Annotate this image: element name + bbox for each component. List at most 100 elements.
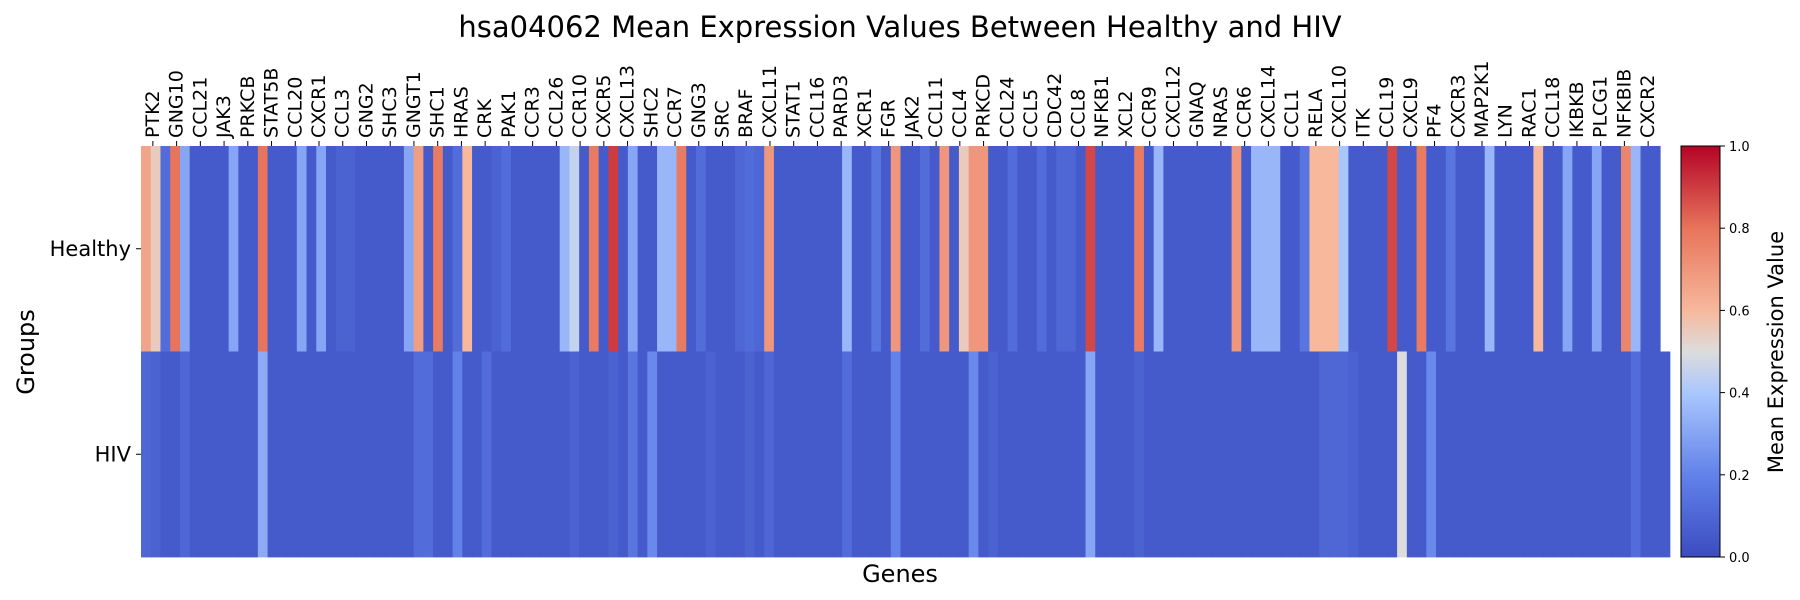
heatmap-cell (413, 146, 424, 352)
heatmap-cell (1630, 351, 1642, 558)
heatmap-cell (442, 351, 454, 558)
gene-label: CCR10 (569, 74, 591, 138)
heatmap-cell (851, 146, 863, 352)
heatmap-cell (1153, 146, 1165, 352)
gene-label: GNG2 (355, 82, 377, 138)
heatmap-cell (861, 146, 872, 352)
heatmap-cell (1533, 351, 1544, 558)
gene-label: PRKCB (237, 76, 259, 138)
heatmap-cell (1338, 146, 1350, 352)
heatmap-cell (1066, 351, 1077, 558)
heatmap-cell (783, 146, 794, 352)
heatmap-cell (1027, 351, 1038, 558)
heatmap-cell (744, 351, 756, 558)
row-labels: Healthy HIV (50, 237, 141, 466)
heatmap-cell (618, 351, 629, 558)
heatmap-cell (666, 146, 678, 352)
heatmap-cell (988, 146, 999, 352)
gene-label: CXCL14 (1257, 65, 1279, 138)
heatmap-cell (939, 351, 950, 558)
gene-label: SHC2 (640, 86, 662, 138)
heatmap-cell (1231, 146, 1242, 352)
gene-label: CCR3 (522, 86, 544, 138)
heatmap-cell (481, 146, 493, 352)
heatmap-cell (179, 146, 191, 352)
heatmap-cell (1504, 146, 1515, 352)
heatmap-cell (1182, 351, 1194, 558)
heatmap-cell (1650, 351, 1661, 558)
heatmap-cell (1484, 351, 1496, 558)
row-label: HIV (95, 442, 132, 466)
heatmap-cell (1562, 351, 1573, 558)
heatmap-cell (316, 351, 327, 558)
heatmap-cell (296, 351, 308, 558)
heatmap-cell (773, 351, 785, 558)
heatmap-cell (287, 351, 298, 558)
heatmap-cell (472, 146, 483, 352)
heatmap-cell (793, 351, 804, 558)
heatmap-cell (715, 146, 726, 352)
heatmap-cell (374, 146, 386, 352)
heatmap-cell (150, 146, 162, 352)
gene-label: CCL21 (189, 77, 211, 138)
heatmap-cell (296, 146, 308, 352)
gene-labels: PTK2 GNG10 CCL21 JAK3 PRKCB STAT5B CCL20 CXCR1 C… (142, 61, 1659, 146)
heatmap-cell (1036, 351, 1048, 558)
gene-label: BRAF (735, 89, 757, 138)
heatmap-cell (978, 146, 989, 352)
heatmap-cell (238, 146, 249, 352)
heatmap-cell (1182, 146, 1194, 352)
heatmap-cells (141, 146, 1671, 558)
gene-label: SRC (711, 100, 733, 138)
heatmap-cell (228, 351, 239, 558)
gene-label: CCR9 (1139, 86, 1161, 138)
gene-label: NFKB1 (1091, 75, 1113, 138)
heatmap-cell (910, 146, 921, 352)
heatmap-cell (968, 351, 979, 558)
heatmap-cell (1075, 351, 1087, 558)
heatmap-cell (1397, 146, 1408, 352)
heatmap-cell (627, 351, 639, 558)
heatmap-cell (218, 351, 230, 558)
heatmap-cell (715, 351, 726, 558)
colorbar-tick-label: 0.6 (1729, 304, 1750, 319)
heatmap-cell (978, 351, 989, 558)
heatmap-cell (1056, 146, 1067, 352)
gene-label: PF4 (1424, 104, 1446, 138)
heatmap-cell (326, 146, 337, 352)
heatmap-cell (1192, 351, 1203, 558)
gene-label: JAK2 (901, 95, 923, 139)
heatmap-cell (1582, 146, 1593, 352)
heatmap-cell (1445, 146, 1457, 352)
heatmap-cell (988, 351, 999, 558)
heatmap-cell (1212, 146, 1223, 352)
gene-label: CXCL13 (617, 65, 639, 138)
colorbar-tick-label: 0.0 (1729, 551, 1750, 566)
heatmap-cell (1124, 351, 1135, 558)
heatmap-cell (1601, 351, 1612, 558)
heatmap-cell (900, 146, 911, 352)
chart-title: hsa04062 Mean Expression Values Between … (458, 10, 1341, 44)
heatmap-cell (1348, 146, 1359, 352)
heatmap-cell (1017, 351, 1028, 558)
heatmap-cell (199, 351, 210, 558)
heatmap-cell (861, 351, 872, 558)
heatmap-cell (1202, 351, 1213, 558)
gene-label: CCR7 (664, 86, 686, 138)
heatmap-cell (394, 351, 405, 558)
gene-label: CCL11 (925, 77, 947, 138)
heatmap-cell (423, 146, 434, 352)
heatmap-cell (1221, 351, 1233, 558)
gene-label: IKBKB (1566, 81, 1588, 138)
heatmap-cell (686, 146, 697, 352)
heatmap-cell (355, 351, 366, 558)
colorbar: 0.0 0.2 0.4 0.6 0.8 1.0 Mean Expression Value (1680, 140, 1788, 566)
heatmap-cell (958, 351, 970, 558)
gene-label: CCL26 (545, 77, 567, 138)
heatmap-cell (1095, 351, 1106, 558)
gene-label: STAT5B (261, 68, 283, 138)
heatmap-cell (257, 146, 269, 352)
heatmap-cell (520, 146, 532, 352)
gene-label: CCL19 (1376, 77, 1398, 138)
heatmap-cell (462, 351, 473, 558)
